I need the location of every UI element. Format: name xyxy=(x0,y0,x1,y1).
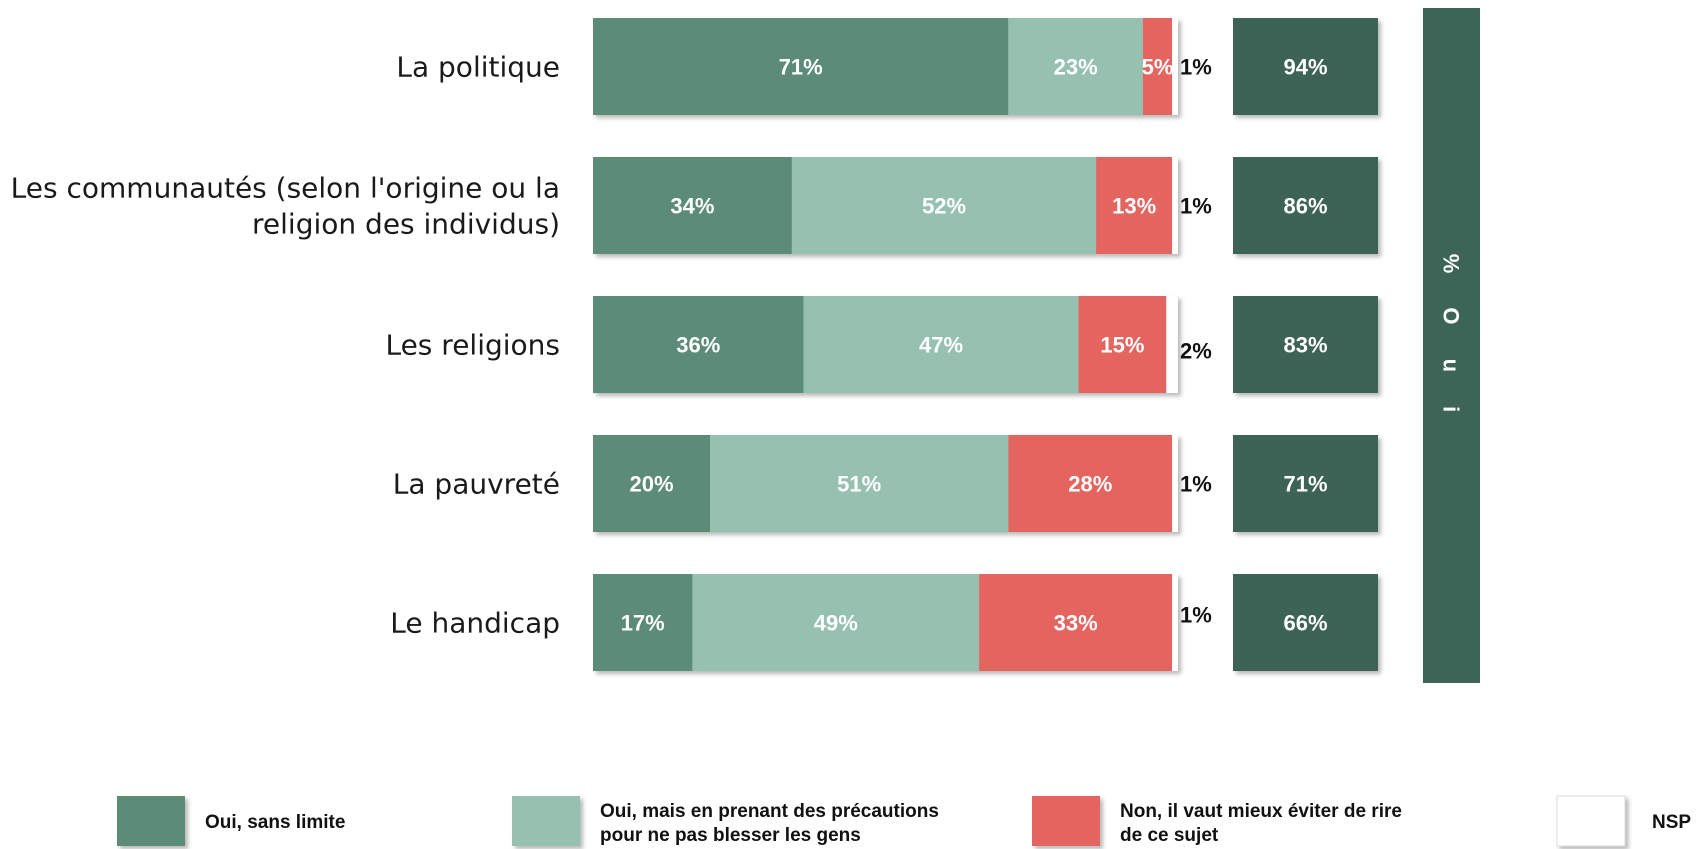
nsp-label: 1% xyxy=(1180,472,1212,497)
legend-label: de ce sujet xyxy=(1120,825,1219,846)
nsp-label: 1% xyxy=(1180,55,1212,80)
nsp-label: 1% xyxy=(1180,603,1212,628)
bar-segment xyxy=(593,157,792,254)
data-label: 13% xyxy=(1112,194,1156,219)
total-value: 71% xyxy=(1283,472,1327,497)
bar-segment xyxy=(710,435,1009,532)
total-column xyxy=(1423,8,1480,683)
total-box xyxy=(1233,157,1378,254)
bar-row xyxy=(593,435,1178,532)
data-label: 15% xyxy=(1100,333,1144,358)
legend-label: Non, il vaut mieux éviter de rire xyxy=(1120,801,1402,822)
legend-item: NSP xyxy=(1556,795,1691,847)
data-label: 33% xyxy=(1054,611,1098,636)
total-value: 94% xyxy=(1283,55,1327,80)
legend-swatch xyxy=(117,796,185,846)
data-label: 51% xyxy=(837,472,881,497)
category-label: religion des individus) xyxy=(252,208,560,241)
bar-segment xyxy=(593,296,804,393)
legend: Oui, sans limite Oui, mais en prenant des… xyxy=(117,795,1691,847)
legend-item: Non, il vaut mieux éviter de rire de ce s… xyxy=(1032,796,1402,846)
bar-segment xyxy=(1172,157,1178,254)
bar-segment xyxy=(1172,435,1178,532)
data-label: 47% xyxy=(919,333,963,358)
category-label: Le handicap xyxy=(390,607,560,640)
total-column-title: % O u i xyxy=(1439,254,1464,427)
bar-segment xyxy=(1096,157,1173,254)
data-label: 5% xyxy=(1142,55,1174,80)
bar-row xyxy=(593,574,1178,671)
data-label: 28% xyxy=(1068,472,1112,497)
total-oui-column: % O u i xyxy=(1423,8,1480,683)
totals-layer: 94% 86% 83% 71% 66% xyxy=(1233,18,1378,671)
legend-label: pour ne pas blesser les gens xyxy=(600,825,861,846)
legend-swatch xyxy=(1032,796,1100,846)
data-label: 34% xyxy=(670,194,714,219)
bar-row xyxy=(593,296,1178,393)
bar-segment xyxy=(1008,435,1173,532)
bar-segment xyxy=(692,574,980,671)
category-label: La pauvreté xyxy=(393,468,560,501)
legend-label: Oui, mais en prenant des précautions xyxy=(600,801,939,822)
total-value: 83% xyxy=(1283,333,1327,358)
bar-segment xyxy=(1166,296,1178,393)
bar-segment xyxy=(1142,18,1173,115)
data-label: 23% xyxy=(1054,55,1098,80)
bar-segment xyxy=(593,435,710,532)
legend-item: Oui, mais en prenant des précautions pour… xyxy=(512,796,939,846)
total-box xyxy=(1233,296,1378,393)
category-label: La politique xyxy=(396,51,560,84)
legend-item: Oui, sans limite xyxy=(117,796,345,846)
total-box xyxy=(1233,18,1378,115)
data-label: 36% xyxy=(676,333,720,358)
data-label: 71% xyxy=(779,55,823,80)
nsp-label: 1% xyxy=(1180,194,1212,219)
data-label: 20% xyxy=(629,472,673,497)
data-label: 52% xyxy=(922,194,966,219)
nsp-label: 2% xyxy=(1180,339,1212,364)
category-label: Les communautés (selon l'origine ou la xyxy=(11,172,560,205)
legend-swatch xyxy=(512,796,580,846)
legend-swatch xyxy=(1556,795,1626,847)
bar-segment xyxy=(593,18,1009,115)
total-box xyxy=(1233,435,1378,532)
bar-segment xyxy=(979,574,1173,671)
total-box xyxy=(1233,574,1378,671)
legend-label: Oui, sans limite xyxy=(205,812,345,833)
bar-segment xyxy=(791,157,1097,254)
bar-segment xyxy=(1078,296,1167,393)
bar-row xyxy=(593,18,1178,115)
bar-row xyxy=(593,157,1178,254)
total-value: 86% xyxy=(1283,194,1327,219)
total-value: 66% xyxy=(1283,611,1327,636)
legend-label: NSP xyxy=(1652,812,1691,833)
bar-segment xyxy=(593,574,693,671)
bar-segment xyxy=(1172,18,1178,115)
bar-segment xyxy=(803,296,1079,393)
bar-segment xyxy=(1172,574,1178,671)
bars-layer: La politique 71% 23% 5% 1%Les communautés (s… xyxy=(11,18,1212,671)
bar-segment xyxy=(1008,18,1143,115)
data-label: 49% xyxy=(814,611,858,636)
category-label: Les religions xyxy=(385,329,560,362)
data-label: 17% xyxy=(621,611,665,636)
